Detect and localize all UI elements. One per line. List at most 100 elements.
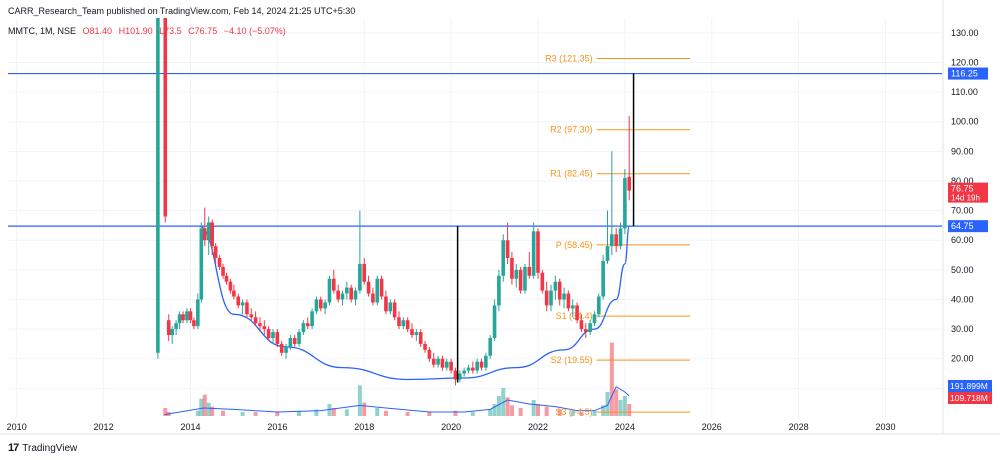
volume-bar xyxy=(163,408,168,416)
candle-body xyxy=(627,176,632,191)
ohlc-low: L73.5 xyxy=(159,26,182,36)
candle-body xyxy=(444,361,449,368)
symbol-ohlc: MMTC, 1M, NSE O81.40 H101.90 L73.5 C76.7… xyxy=(8,26,290,36)
candle-body xyxy=(588,323,592,333)
x-tick-label: 2018 xyxy=(354,422,374,432)
candle-body xyxy=(601,260,605,297)
candle-body xyxy=(185,311,189,321)
candle-body xyxy=(510,258,514,279)
candle-body xyxy=(618,228,623,247)
y-tick-label: 80.00 xyxy=(951,176,974,186)
candle-body xyxy=(505,240,510,258)
candle-body xyxy=(181,314,185,321)
candle-body xyxy=(497,275,501,306)
candle-body xyxy=(562,293,566,300)
candle-body xyxy=(484,355,488,368)
candle-body xyxy=(224,275,229,282)
volume-bar xyxy=(505,397,510,416)
y-tick-label: 30.00 xyxy=(951,324,974,334)
candle-body xyxy=(174,323,178,330)
candle-body xyxy=(488,338,493,356)
candle-body xyxy=(232,290,236,297)
candle-body xyxy=(340,293,345,300)
candle-body xyxy=(332,278,336,291)
price-label-text: 76.75 xyxy=(951,184,974,194)
candle-body xyxy=(271,332,275,338)
volume-bar xyxy=(453,410,458,416)
pivot-label: R2 (97.30) xyxy=(550,125,593,135)
candle-body xyxy=(614,234,618,247)
candle-body xyxy=(279,343,284,353)
candle-body xyxy=(258,323,262,327)
price-label-text: 116.25 xyxy=(951,69,978,79)
candle-body xyxy=(475,361,479,371)
candle-body xyxy=(418,332,423,344)
candle-body xyxy=(610,234,614,247)
tradingview-logo-text: TradingView xyxy=(22,442,78,454)
candle-body xyxy=(479,361,484,368)
candle-body xyxy=(410,329,414,336)
volume-bar xyxy=(195,410,200,416)
y-tick-label: 70.00 xyxy=(951,206,974,216)
volume-bar xyxy=(535,404,540,416)
tradingview-logo-icon: 17 xyxy=(8,442,19,454)
candle-body xyxy=(358,263,362,291)
volume-bar xyxy=(622,396,627,416)
candle-body xyxy=(384,296,388,312)
candle-body xyxy=(275,332,280,344)
candle-body xyxy=(301,323,306,333)
y-tick-label: 60.00 xyxy=(951,235,974,245)
candle-body xyxy=(371,293,375,303)
volume-label-text: 109.718M xyxy=(950,393,988,403)
candle-body xyxy=(202,228,207,241)
volume-bar xyxy=(531,400,536,416)
volume-bar xyxy=(609,342,614,416)
candle-body xyxy=(531,231,536,276)
candle-body xyxy=(592,314,597,324)
x-tick-label: 2010 xyxy=(7,422,27,432)
candle-body xyxy=(553,281,558,291)
tradingview-logo[interactable]: 17 TradingView xyxy=(8,442,77,454)
candle-body xyxy=(170,329,175,336)
candle-body xyxy=(249,314,254,318)
candle-body xyxy=(466,367,471,371)
candle-body xyxy=(501,240,506,276)
x-tick-label: 2014 xyxy=(180,422,200,432)
candle-body xyxy=(423,343,427,350)
candle-body xyxy=(597,296,601,315)
candle-body xyxy=(297,332,301,344)
candle-body xyxy=(177,314,182,324)
candle-body xyxy=(405,320,410,330)
pivot-label: S3 (−4.5) xyxy=(555,407,592,417)
grid xyxy=(0,0,1000,435)
cup-curve xyxy=(198,225,630,381)
candle-body xyxy=(366,281,371,294)
candle-body xyxy=(436,358,440,365)
candle-body xyxy=(240,302,245,306)
x-axis: 2010 2012 2014 2016 2018 2020 2022 2024 2026 2028… xyxy=(7,422,896,432)
candle-body xyxy=(457,373,462,380)
volume-bar xyxy=(253,412,258,416)
candle-body xyxy=(575,305,579,321)
volume-label-box xyxy=(948,380,992,392)
candle-body xyxy=(440,358,445,368)
x-tick-label: 2028 xyxy=(789,422,809,432)
candle-body xyxy=(199,228,204,300)
ohlc-change: −4.10 (−5.07%) xyxy=(223,26,286,36)
price-label-box xyxy=(948,220,988,233)
candles xyxy=(156,18,632,386)
volume-bar xyxy=(579,412,584,416)
y-tick-label: 110.00 xyxy=(951,87,978,97)
volume-bar xyxy=(488,409,493,416)
candle-body xyxy=(288,338,293,347)
pivot-label: S2 (19.55) xyxy=(551,355,593,365)
candle-body xyxy=(583,329,588,333)
volume-bar xyxy=(470,412,475,416)
candle-body xyxy=(397,317,401,327)
ohlc-high: H101.90 xyxy=(118,26,153,36)
volume-bar xyxy=(427,412,432,416)
candle-body xyxy=(379,278,384,297)
candle-body xyxy=(192,320,196,327)
